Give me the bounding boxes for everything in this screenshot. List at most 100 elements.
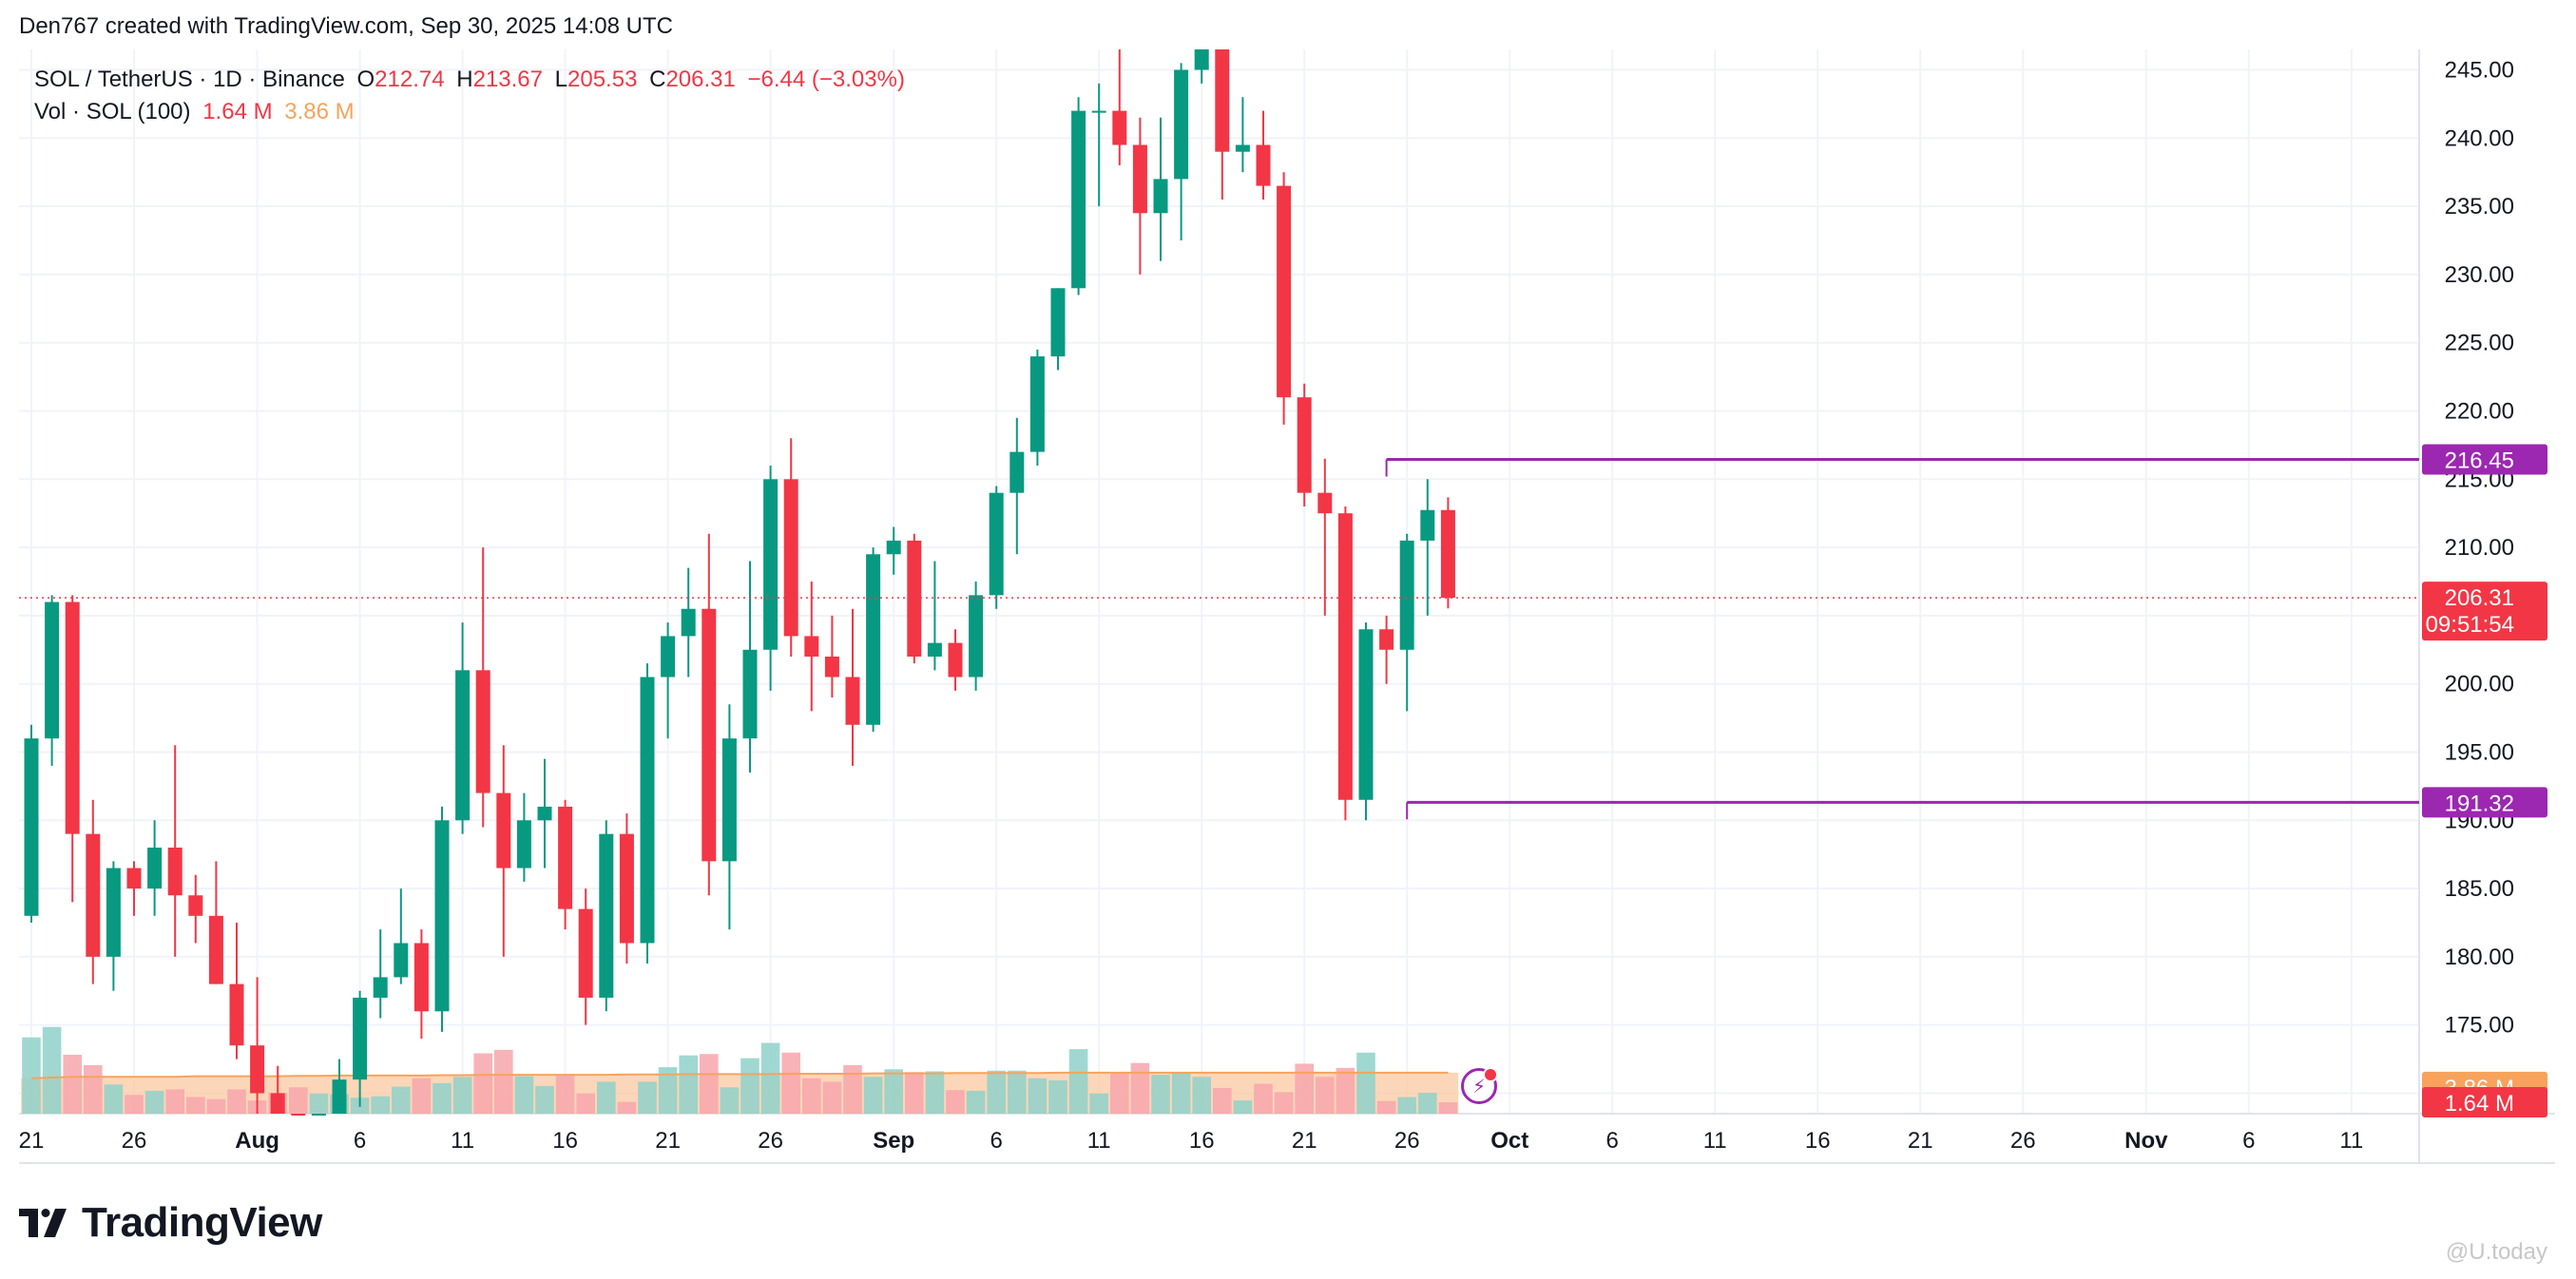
volume-bar [1171,1072,1191,1114]
candle-body [1358,629,1374,800]
volume-bar [576,1093,595,1114]
level-price-label: 216.45 [2422,444,2547,475]
volume-bar [946,1090,965,1114]
candle-body [394,943,409,978]
close-label: C [649,67,666,92]
volume-title[interactable]: Vol · SOL (100) [34,99,191,124]
volume-bar [720,1087,740,1114]
volume-bar [473,1053,492,1114]
last-price-label-text: 09:51:54 [2426,612,2514,638]
candle-body [804,636,819,657]
time-tick-label: 21 [655,1128,681,1154]
volume-bar [987,1070,1006,1114]
candle-body [763,479,779,650]
candles [24,49,1455,1116]
candle-body [702,608,717,862]
candle-body [250,1045,265,1094]
volume-ma-line [30,1071,1449,1079]
last-price-label-text: 206.31 [2445,585,2514,611]
volume-bar [679,1055,698,1114]
candle-body [86,833,101,957]
time-tick-label: 6 [2242,1128,2255,1154]
time-tick-label: 26 [122,1128,147,1154]
volume-bar [125,1095,144,1114]
price-tick-label: 235.00 [2445,194,2514,220]
time-tick-label: 26 [1394,1128,1420,1154]
price-tick-label: 195.00 [2445,739,2514,765]
candle-body [1399,540,1414,650]
candle-body [106,868,121,957]
volume-bar [822,1081,842,1114]
candle-body [948,642,963,678]
volume-pane [21,1026,1459,1114]
candle-body [496,792,511,869]
symbol-title[interactable]: SOL / TetherUS · 1D · Binance [34,67,345,92]
candle-body [167,848,183,896]
volume-bar [781,1052,800,1114]
candle-body [907,540,922,657]
candle-body [1235,144,1250,152]
time-tick-label: 21 [1292,1128,1317,1154]
time-tick-label: 16 [552,1128,578,1154]
volume-bar [452,1077,472,1114]
volume-bar [433,1082,452,1114]
volume-bar [1213,1087,1232,1114]
candle-body [229,983,244,1046]
open-label: O [356,67,375,92]
candle-body [578,908,593,998]
candle-body [1174,69,1189,180]
watermark: @U.today [2445,1239,2547,1265]
open-value: 212.74 [375,67,445,92]
candle-body [1440,509,1455,599]
time-tick-label: 6 [990,1128,1003,1154]
volume-bar [1397,1097,1416,1114]
volume-axis-label-bg [2422,1087,2547,1118]
candle-body [188,895,203,916]
candle-body [681,608,696,637]
candle-body [353,997,368,1080]
ohlc-legend: SOL / TetherUS · 1D · Binance O212.74 H2… [34,67,911,93]
volume-axis-label-text: 1.64 M [2445,1091,2514,1117]
time-tick-label: 26 [2010,1128,2036,1154]
candle-body [619,833,634,944]
candle-body [1317,492,1333,514]
time-tick-label: 21 [1908,1128,1933,1154]
volume-bar [843,1064,862,1114]
candle-body [270,1093,285,1114]
candle-body [824,656,839,678]
volume-bar [966,1090,986,1114]
volume-bar [1192,1077,1211,1114]
candle-body [866,554,881,725]
candle-body [45,601,60,739]
volume-bar [760,1042,780,1114]
time-tick-label: 11 [1087,1128,1111,1154]
level-price-label-bg [2422,787,2547,818]
lightning-icon[interactable]: ⚡ [1461,1067,1498,1104]
volume-bar [740,1058,759,1114]
volume-bar [597,1081,616,1114]
volume-bar [1274,1092,1294,1114]
candle-body [640,677,655,944]
price-tick-label: 185.00 [2445,876,2514,902]
price-tick-label: 180.00 [2445,945,2514,970]
price-tick-label: 200.00 [2445,672,2514,697]
volume-bar [412,1078,432,1114]
candle-body [1379,629,1394,650]
price-tick-label: 245.00 [2445,58,2514,84]
candle-body [126,868,142,889]
volume-bar [1028,1078,1048,1114]
volume-ma-value: 3.86 M [284,99,355,124]
chart-credit: Den767 created with TradingView.com, Sep… [19,13,673,39]
close-value: 206.31 [665,67,736,92]
grid-lines [19,49,2555,1164]
volume-bar [925,1071,945,1114]
volume-bar [1233,1100,1253,1114]
candle-body [845,677,860,725]
candle-body [783,479,798,637]
candle-body [1153,179,1168,214]
candle-body [1071,110,1086,289]
time-tick-label: 6 [1606,1128,1619,1154]
